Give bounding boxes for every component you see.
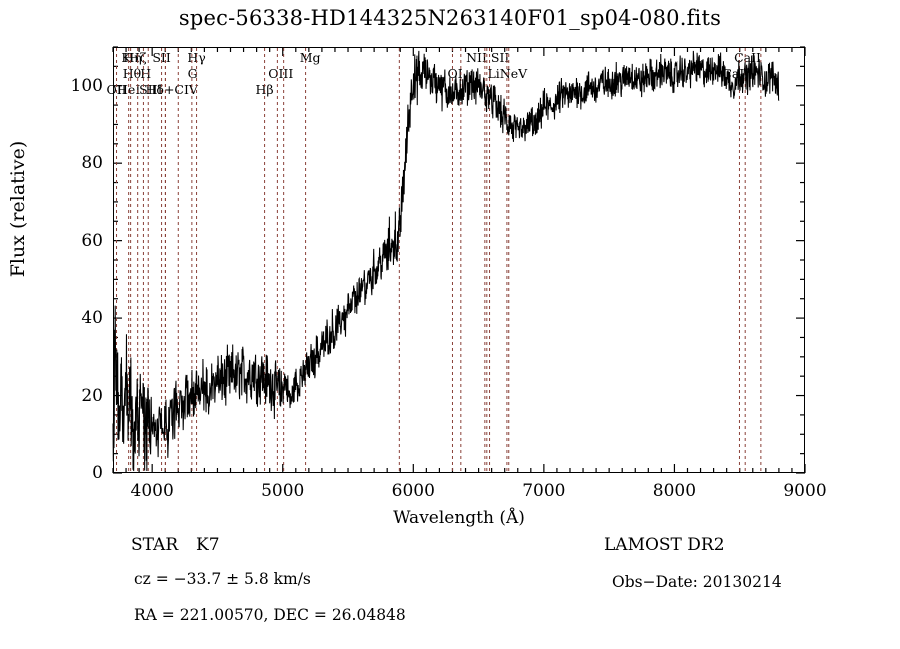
- spectral-line-label: CaII: [734, 50, 761, 65]
- spectral-line-label: HeI: [117, 82, 141, 97]
- spectral-line-label: H: [140, 66, 152, 81]
- spectral-line-label: LiNeV: [487, 66, 528, 81]
- spectral-line-label: K: [121, 50, 131, 65]
- x-tick-label: 8000: [652, 481, 697, 501]
- spectral-line-label: Hθ: [122, 66, 142, 81]
- y-tick-label: 80: [81, 153, 103, 174]
- spectral-line-label: Hζ: [128, 50, 147, 65]
- y-tick-label: 60: [81, 230, 103, 251]
- spectral-line-label: SII: [152, 50, 171, 65]
- y-tick-label: 40: [81, 308, 103, 329]
- y-tick-label: 20: [81, 385, 103, 406]
- spectral-line-label: Hβ: [255, 82, 274, 97]
- y-axis-label: Flux (relative): [7, 140, 29, 278]
- x-tick-label: 4000: [130, 481, 174, 501]
- spectral-line-label: OIII: [268, 66, 294, 81]
- spectral-line-label: SIII: [139, 82, 163, 97]
- footer-survey: LAMOST DR2: [604, 535, 725, 555]
- footer-cz: cz = −33.7 ± 5.8 km/s: [134, 570, 311, 588]
- y-tick-label: 100: [70, 75, 103, 96]
- x-tick-label: 9000: [783, 481, 827, 501]
- plot-frame: [113, 47, 805, 473]
- spectral-line-label: NII SII: [466, 50, 510, 65]
- footer-obs-date: Obs−Date: 20130214: [612, 573, 782, 591]
- spectral-line-label: OI: [447, 66, 463, 81]
- footer-coords: RA = 221.00570, DEC = 26.04848: [134, 606, 406, 624]
- x-tick-label: 5000: [261, 481, 305, 501]
- x-axis-label: Wavelength (Å): [393, 508, 525, 528]
- spectral-line-label: Hγ: [187, 50, 206, 65]
- spectral-line-label: G: [187, 66, 198, 81]
- x-tick-label: 7000: [522, 481, 566, 501]
- plot-title: spec-56338-HD144325N263140F01_sp04-080.f…: [178, 6, 722, 30]
- spectral-line-label: Mg: [299, 50, 321, 65]
- x-tick-label: 6000: [391, 481, 435, 501]
- footer-object-type: STAR: [131, 535, 179, 555]
- spectral-line-label: CaII: [722, 66, 750, 81]
- footer-spectral-class: K7: [196, 535, 220, 555]
- y-tick-label: 0: [92, 463, 103, 483]
